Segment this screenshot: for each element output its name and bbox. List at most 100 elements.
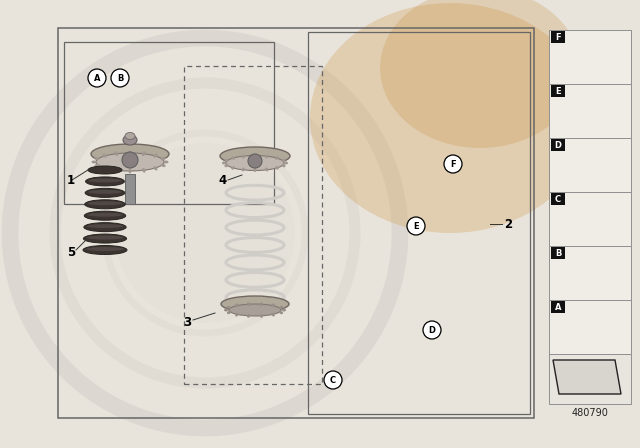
Bar	[549, 192, 631, 246]
Ellipse shape	[229, 304, 281, 316]
Ellipse shape	[221, 296, 289, 312]
Ellipse shape	[94, 157, 99, 160]
Bar	[308, 32, 530, 414]
Bar	[551, 247, 565, 259]
Ellipse shape	[83, 246, 127, 254]
Bar	[551, 301, 565, 313]
Ellipse shape	[227, 306, 231, 309]
Bar	[64, 42, 274, 204]
Bar	[551, 139, 565, 151]
Ellipse shape	[86, 247, 124, 251]
Ellipse shape	[236, 303, 239, 307]
Bar	[58, 28, 534, 418]
Text: 4: 4	[218, 173, 227, 186]
Ellipse shape	[260, 314, 263, 318]
Ellipse shape	[161, 164, 166, 167]
Ellipse shape	[271, 303, 275, 307]
Ellipse shape	[129, 168, 131, 173]
Ellipse shape	[87, 224, 123, 228]
Bar	[549, 138, 631, 192]
Text: B: B	[117, 73, 123, 82]
Ellipse shape	[96, 153, 164, 171]
Text: A: A	[555, 302, 561, 311]
Ellipse shape	[163, 160, 168, 164]
Ellipse shape	[220, 147, 290, 165]
Ellipse shape	[231, 156, 235, 160]
Text: 3: 3	[183, 315, 191, 328]
Circle shape	[407, 217, 425, 235]
Text: D: D	[554, 141, 561, 150]
Polygon shape	[553, 360, 621, 394]
Ellipse shape	[275, 166, 278, 170]
Bar	[549, 84, 631, 138]
Ellipse shape	[253, 154, 257, 158]
Bar	[551, 85, 565, 97]
Ellipse shape	[87, 213, 123, 217]
Ellipse shape	[247, 302, 250, 306]
Text: E: E	[413, 221, 419, 231]
Ellipse shape	[86, 177, 124, 186]
Ellipse shape	[241, 155, 244, 159]
Ellipse shape	[279, 311, 283, 314]
Text: 480790: 480790	[572, 408, 609, 418]
Ellipse shape	[284, 161, 288, 164]
Circle shape	[111, 69, 129, 87]
Ellipse shape	[115, 151, 118, 156]
Bar	[184, 66, 322, 384]
Ellipse shape	[154, 166, 157, 170]
Text: C: C	[330, 375, 336, 384]
Text: E: E	[555, 86, 561, 95]
Ellipse shape	[154, 154, 157, 158]
Ellipse shape	[86, 236, 124, 240]
Ellipse shape	[102, 154, 107, 158]
Ellipse shape	[310, 3, 590, 233]
Ellipse shape	[282, 164, 285, 167]
Ellipse shape	[102, 166, 107, 170]
Ellipse shape	[253, 168, 257, 172]
Ellipse shape	[266, 168, 268, 172]
Ellipse shape	[125, 133, 135, 139]
Bar	[549, 246, 631, 300]
Ellipse shape	[84, 211, 125, 220]
Ellipse shape	[222, 161, 226, 164]
Ellipse shape	[142, 168, 145, 172]
Ellipse shape	[84, 223, 126, 232]
Ellipse shape	[88, 190, 122, 194]
Text: A: A	[93, 73, 100, 82]
Ellipse shape	[88, 166, 122, 174]
Ellipse shape	[227, 311, 231, 314]
Ellipse shape	[225, 164, 228, 167]
Bar	[549, 300, 631, 354]
Ellipse shape	[282, 309, 286, 311]
Circle shape	[115, 143, 295, 323]
Bar	[125, 174, 135, 204]
Ellipse shape	[380, 0, 580, 148]
Circle shape	[444, 155, 462, 173]
Ellipse shape	[224, 309, 228, 311]
Text: F: F	[555, 33, 561, 42]
Text: 5: 5	[67, 246, 76, 258]
Ellipse shape	[94, 164, 99, 167]
Ellipse shape	[88, 201, 122, 205]
Bar	[551, 31, 565, 43]
Ellipse shape	[85, 188, 125, 198]
Bar	[551, 193, 565, 205]
Circle shape	[122, 152, 138, 168]
Text: 1: 1	[67, 173, 75, 186]
Ellipse shape	[91, 144, 169, 164]
Ellipse shape	[271, 313, 275, 317]
Ellipse shape	[83, 234, 127, 243]
Bar	[549, 354, 631, 404]
Bar	[549, 30, 631, 84]
Ellipse shape	[266, 155, 268, 159]
Ellipse shape	[236, 313, 239, 317]
Text: B: B	[555, 249, 561, 258]
Ellipse shape	[275, 156, 278, 160]
Ellipse shape	[123, 135, 137, 145]
Text: F: F	[450, 159, 456, 168]
Ellipse shape	[115, 168, 118, 172]
Ellipse shape	[241, 168, 244, 172]
Circle shape	[324, 371, 342, 389]
Text: C: C	[555, 194, 561, 203]
Ellipse shape	[84, 200, 125, 209]
